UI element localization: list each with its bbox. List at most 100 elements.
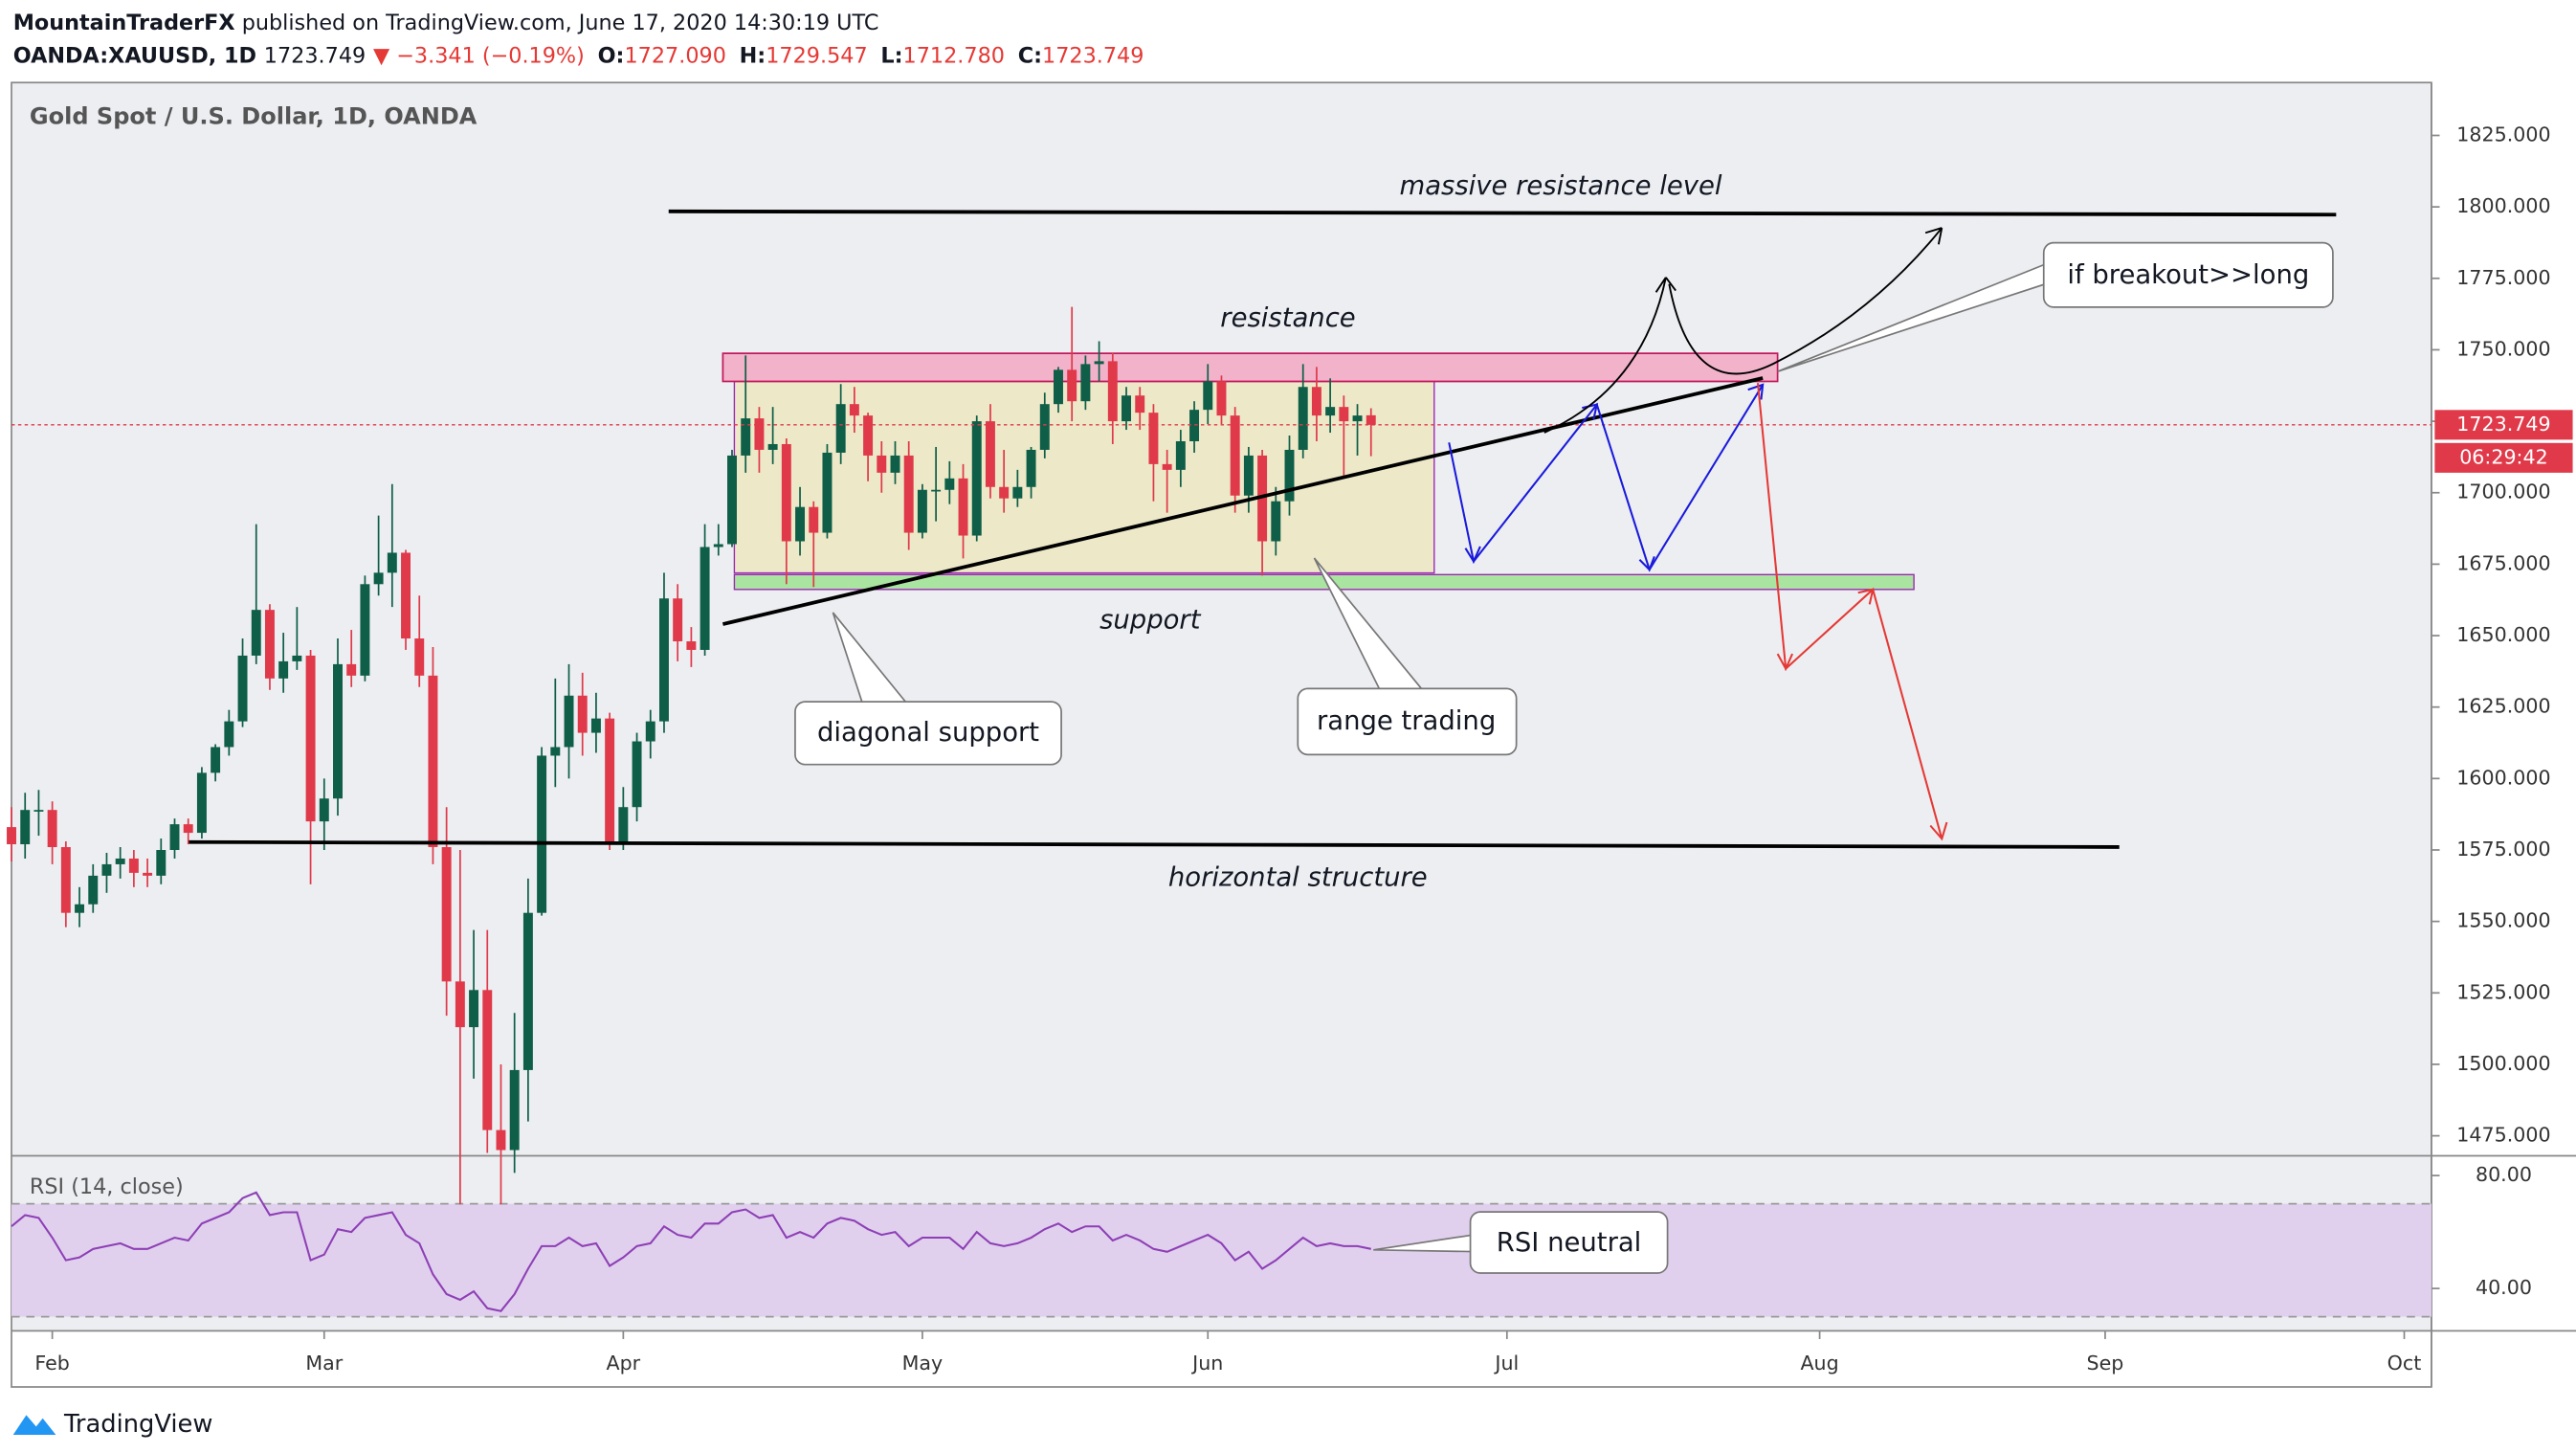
chart-title: Gold Spot / U.S. Dollar, 1D, OANDA bbox=[30, 102, 477, 129]
candle-body bbox=[1026, 449, 1036, 487]
candle-body bbox=[1298, 387, 1308, 450]
y-tick-label: 1625.000 bbox=[2456, 695, 2550, 718]
rsi-tick-label: 80.00 bbox=[2476, 1163, 2532, 1186]
symbol: OANDA:XAUUSD, 1D bbox=[13, 43, 256, 68]
y-tick-label: 1550.000 bbox=[2456, 909, 2550, 932]
candle-body bbox=[1311, 387, 1321, 416]
candle-body bbox=[1162, 463, 1172, 470]
candle-body bbox=[781, 443, 791, 542]
candle-body bbox=[211, 747, 221, 773]
candle-body bbox=[20, 810, 31, 845]
candle-body bbox=[333, 663, 343, 799]
candle-body bbox=[401, 552, 411, 639]
candle-body bbox=[115, 858, 125, 864]
candle-body bbox=[1094, 361, 1104, 365]
candle-body bbox=[237, 655, 248, 722]
y-tick-label: 1500.000 bbox=[2456, 1052, 2550, 1075]
candle-body bbox=[455, 981, 465, 1028]
candle-body bbox=[441, 847, 452, 982]
candle-body bbox=[169, 824, 180, 850]
candle-body bbox=[33, 810, 44, 812]
change: ▼ −3.341 (−0.19%) bbox=[373, 43, 585, 68]
candle-body bbox=[658, 598, 669, 722]
y-tick-label: 1750.000 bbox=[2456, 337, 2550, 360]
brand: TradingView bbox=[63, 1410, 213, 1439]
candle-body bbox=[128, 858, 139, 873]
logo-icon bbox=[12, 1415, 56, 1436]
ohlc-label: C: bbox=[1018, 43, 1042, 68]
candle-body bbox=[1352, 415, 1363, 422]
ohlc: O:1727.090 H:1729.547 L:1712.780 C:1723.749 bbox=[598, 43, 1144, 68]
candle-body bbox=[469, 990, 479, 1028]
candle-body bbox=[1067, 369, 1077, 402]
candle-body bbox=[387, 552, 397, 573]
candle-body bbox=[1012, 486, 1023, 499]
candle-body bbox=[590, 718, 601, 733]
candle-body bbox=[727, 455, 737, 545]
x-tick-label: Feb bbox=[34, 1352, 69, 1375]
callout-text: diagonal support bbox=[817, 717, 1039, 748]
candle-body bbox=[903, 455, 914, 533]
candle-body bbox=[1135, 395, 1145, 414]
candle-body bbox=[224, 721, 234, 748]
candle-body bbox=[1203, 381, 1213, 411]
candle-body bbox=[251, 610, 261, 656]
candle-body bbox=[822, 452, 833, 533]
annotation: resistance bbox=[1220, 302, 1355, 333]
author: MountainTraderFX bbox=[13, 11, 235, 35]
red-path bbox=[1756, 383, 1948, 841]
y-tick-label: 1475.000 bbox=[2456, 1124, 2550, 1147]
candle-body bbox=[632, 741, 642, 808]
plot-background bbox=[11, 82, 2432, 1331]
candle-body bbox=[101, 863, 112, 876]
callout-text: range trading bbox=[1317, 705, 1496, 736]
x-tick-label: Mar bbox=[305, 1352, 343, 1375]
candle-body bbox=[414, 638, 425, 676]
callout-box bbox=[1297, 687, 1518, 756]
candle-body bbox=[645, 721, 655, 742]
diagonal-support-line bbox=[722, 376, 1764, 626]
x-tick-label: Aug bbox=[1800, 1352, 1838, 1375]
candle-body bbox=[1271, 501, 1281, 542]
candle-body bbox=[143, 872, 153, 876]
candle-body bbox=[931, 489, 942, 492]
candle-body bbox=[7, 827, 16, 845]
ohlc-value: 1727.090 bbox=[624, 43, 725, 68]
candle-body bbox=[741, 418, 751, 456]
rsi-tick-label: 40.00 bbox=[2476, 1276, 2532, 1299]
candle-body bbox=[1175, 440, 1186, 470]
countdown-tag bbox=[2434, 442, 2573, 473]
candle-body bbox=[305, 655, 316, 822]
candle-body bbox=[1121, 395, 1131, 422]
candle-body bbox=[156, 849, 167, 876]
annotation: horizontal structure bbox=[1168, 862, 1428, 893]
annotation: support bbox=[1099, 605, 1202, 636]
ohlc-value: 1712.780 bbox=[903, 43, 1005, 68]
y-tick-label: 1775.000 bbox=[2456, 266, 2550, 289]
candle-body bbox=[971, 421, 982, 536]
x-tick-label: Jul bbox=[1493, 1352, 1519, 1375]
y-tick-label: 1800.000 bbox=[2456, 194, 2550, 217]
candle-body bbox=[795, 506, 806, 542]
y-tick-label: 1700.000 bbox=[2456, 481, 2550, 503]
candle-body bbox=[1325, 407, 1336, 416]
candle-body bbox=[1148, 413, 1159, 464]
candle-body bbox=[944, 478, 955, 490]
candle-body bbox=[618, 807, 629, 845]
last-price-tag bbox=[2434, 410, 2573, 440]
candle-body bbox=[75, 904, 85, 913]
candle-body bbox=[537, 755, 547, 913]
rsi-legend: RSI (14, close) bbox=[30, 1174, 184, 1199]
candle-body bbox=[1054, 369, 1063, 405]
callout-text: if breakout>>long bbox=[2067, 259, 2309, 290]
candle-body bbox=[88, 875, 99, 905]
candle-body bbox=[754, 418, 765, 450]
candle-body bbox=[863, 415, 874, 456]
candle-body bbox=[713, 544, 723, 548]
candle-body bbox=[958, 478, 968, 536]
last-price-label: 1723.749 bbox=[2456, 413, 2550, 436]
candle-body bbox=[428, 675, 438, 848]
x-tick-label: Sep bbox=[2087, 1352, 2124, 1375]
candle-body bbox=[917, 489, 927, 533]
